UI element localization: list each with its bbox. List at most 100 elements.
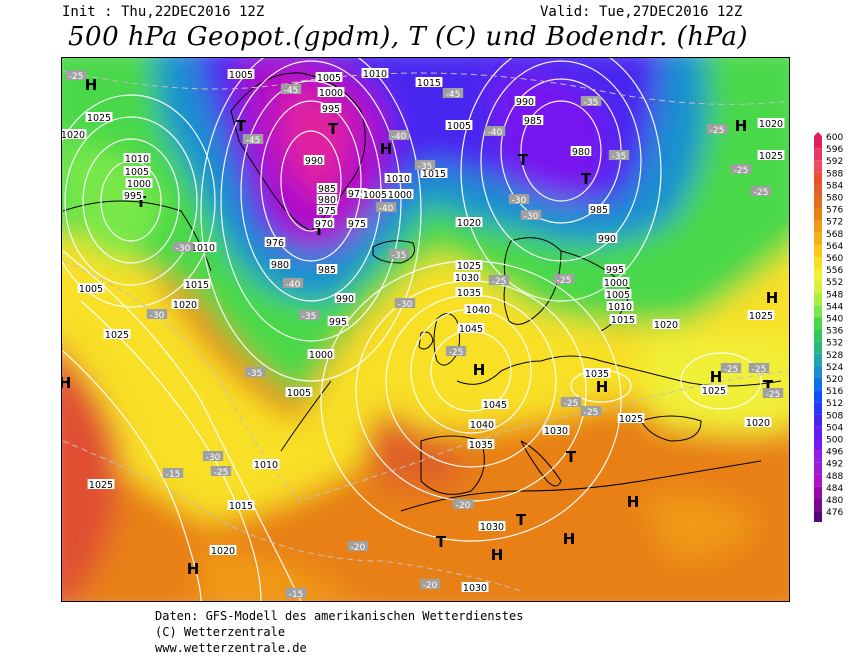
svg-text:1025: 1025 xyxy=(702,386,726,397)
legend-value: 576 xyxy=(826,206,843,216)
isobar-label: 1030 xyxy=(542,425,570,437)
svg-text:1010: 1010 xyxy=(191,243,215,254)
coastlines xyxy=(62,72,782,512)
svg-text:1010: 1010 xyxy=(254,460,278,471)
svg-text:990: 990 xyxy=(598,234,616,245)
legend-value: 580 xyxy=(826,194,843,204)
legend-value: 600 xyxy=(826,133,843,143)
isobar-label: 1005 xyxy=(227,69,255,81)
legend-value: 556 xyxy=(826,266,843,276)
svg-text:-25: -25 xyxy=(766,390,781,400)
svg-text:1010: 1010 xyxy=(363,69,387,80)
legend-swatch xyxy=(814,450,822,463)
legend-value: 596 xyxy=(826,145,843,155)
temperature-label: -25 xyxy=(720,363,742,375)
isobar-label: 1025 xyxy=(747,310,775,322)
isobar-label: 1010 xyxy=(384,173,412,185)
low-pressure-marker: T xyxy=(236,117,247,135)
svg-text:995: 995 xyxy=(606,265,624,276)
svg-text:-35: -35 xyxy=(392,251,407,261)
legend-value: 552 xyxy=(826,278,843,288)
isobar-label: 1010 xyxy=(189,242,217,254)
isobar-label: 1005 xyxy=(361,189,389,201)
legend-swatch xyxy=(814,390,822,403)
svg-text:-25: -25 xyxy=(584,408,599,418)
svg-text:985: 985 xyxy=(524,116,542,127)
svg-text:990: 990 xyxy=(336,294,354,305)
isobar-label: 1000 xyxy=(602,277,630,289)
svg-text:1000: 1000 xyxy=(127,179,151,190)
high-pressure-marker: H xyxy=(62,374,71,392)
svg-text:1005: 1005 xyxy=(606,290,630,301)
isobar-label: 1015 xyxy=(183,279,211,291)
high-pressure-marker: H xyxy=(187,560,200,578)
legend-value: 512 xyxy=(826,399,843,409)
isobar-label: 985 xyxy=(316,183,338,195)
low-pressure-marker: T xyxy=(436,533,447,551)
legend-value: 584 xyxy=(826,181,843,191)
legend-value: 508 xyxy=(826,411,843,421)
svg-text:970: 970 xyxy=(315,219,333,230)
svg-text:-25: -25 xyxy=(69,72,84,82)
svg-text:-40: -40 xyxy=(286,280,301,290)
svg-text:-30: -30 xyxy=(398,300,413,310)
svg-text:1030: 1030 xyxy=(480,522,504,533)
isobar-label: 1045 xyxy=(481,399,509,411)
isobars xyxy=(62,58,762,601)
temperature-label: -45 xyxy=(242,134,264,146)
legend-value: 540 xyxy=(826,315,843,325)
svg-text:975: 975 xyxy=(348,189,366,200)
svg-text:1025: 1025 xyxy=(759,151,783,162)
isobar-label: 1025 xyxy=(85,112,113,124)
legend-value: 592 xyxy=(826,157,843,167)
temperature-label: -25 xyxy=(560,397,582,409)
low-pressure-marker: T xyxy=(516,511,527,529)
svg-text:985: 985 xyxy=(590,205,608,216)
svg-text:1025: 1025 xyxy=(89,480,113,491)
isobar-label: 995 xyxy=(122,190,144,202)
svg-text:985: 985 xyxy=(318,184,336,195)
high-pressure-marker: H xyxy=(85,76,98,94)
temperature-label: -40 xyxy=(484,126,506,138)
temperature-label: -35 xyxy=(414,160,436,172)
legend-swatch xyxy=(814,281,822,294)
svg-text:-20: -20 xyxy=(456,501,471,511)
isobar-label: 1010 xyxy=(123,153,151,165)
svg-text:1020: 1020 xyxy=(211,546,235,557)
isobar-label: 1015 xyxy=(415,77,443,89)
svg-text:975: 975 xyxy=(318,206,336,217)
isobar-label: 995 xyxy=(327,316,349,328)
svg-text:1045: 1045 xyxy=(483,400,507,411)
temperature-label: -45 xyxy=(280,84,302,96)
isobar-label: 980 xyxy=(316,194,338,206)
isobar-label: 990 xyxy=(514,96,536,108)
isobar-label: 1025 xyxy=(700,385,728,397)
legend-value: 536 xyxy=(826,327,843,337)
legend-value: 496 xyxy=(826,448,843,458)
svg-text:-45: -45 xyxy=(446,90,461,100)
svg-text:1020: 1020 xyxy=(759,119,783,130)
temperature-label: -20 xyxy=(419,579,441,591)
legend-swatch xyxy=(814,426,822,439)
isobar-label: 995 xyxy=(320,103,342,115)
svg-text:-15: -15 xyxy=(289,590,304,600)
isobar-label: 980 xyxy=(570,146,592,158)
temperature-label: -45 xyxy=(442,88,464,100)
svg-text:-45: -45 xyxy=(284,86,299,96)
svg-text:1035: 1035 xyxy=(457,288,481,299)
high-pressure-marker: H xyxy=(491,546,504,564)
legend-value: 476 xyxy=(826,508,843,518)
legend-value: 564 xyxy=(826,242,843,252)
legend-top-arrow xyxy=(814,132,822,136)
legend-value: 516 xyxy=(826,387,843,397)
svg-text:-30: -30 xyxy=(524,212,539,222)
legend-value: 560 xyxy=(826,254,843,264)
temperature-label: -25 xyxy=(762,388,784,400)
legend-swatch xyxy=(814,184,822,197)
svg-text:1005: 1005 xyxy=(317,73,341,84)
svg-text:-30: -30 xyxy=(150,311,165,321)
isobar-label: 1000 xyxy=(307,349,335,361)
svg-text:-25: -25 xyxy=(557,276,572,286)
isobar-label: 1010 xyxy=(361,68,389,80)
low-pressure-marker: T xyxy=(136,193,147,211)
